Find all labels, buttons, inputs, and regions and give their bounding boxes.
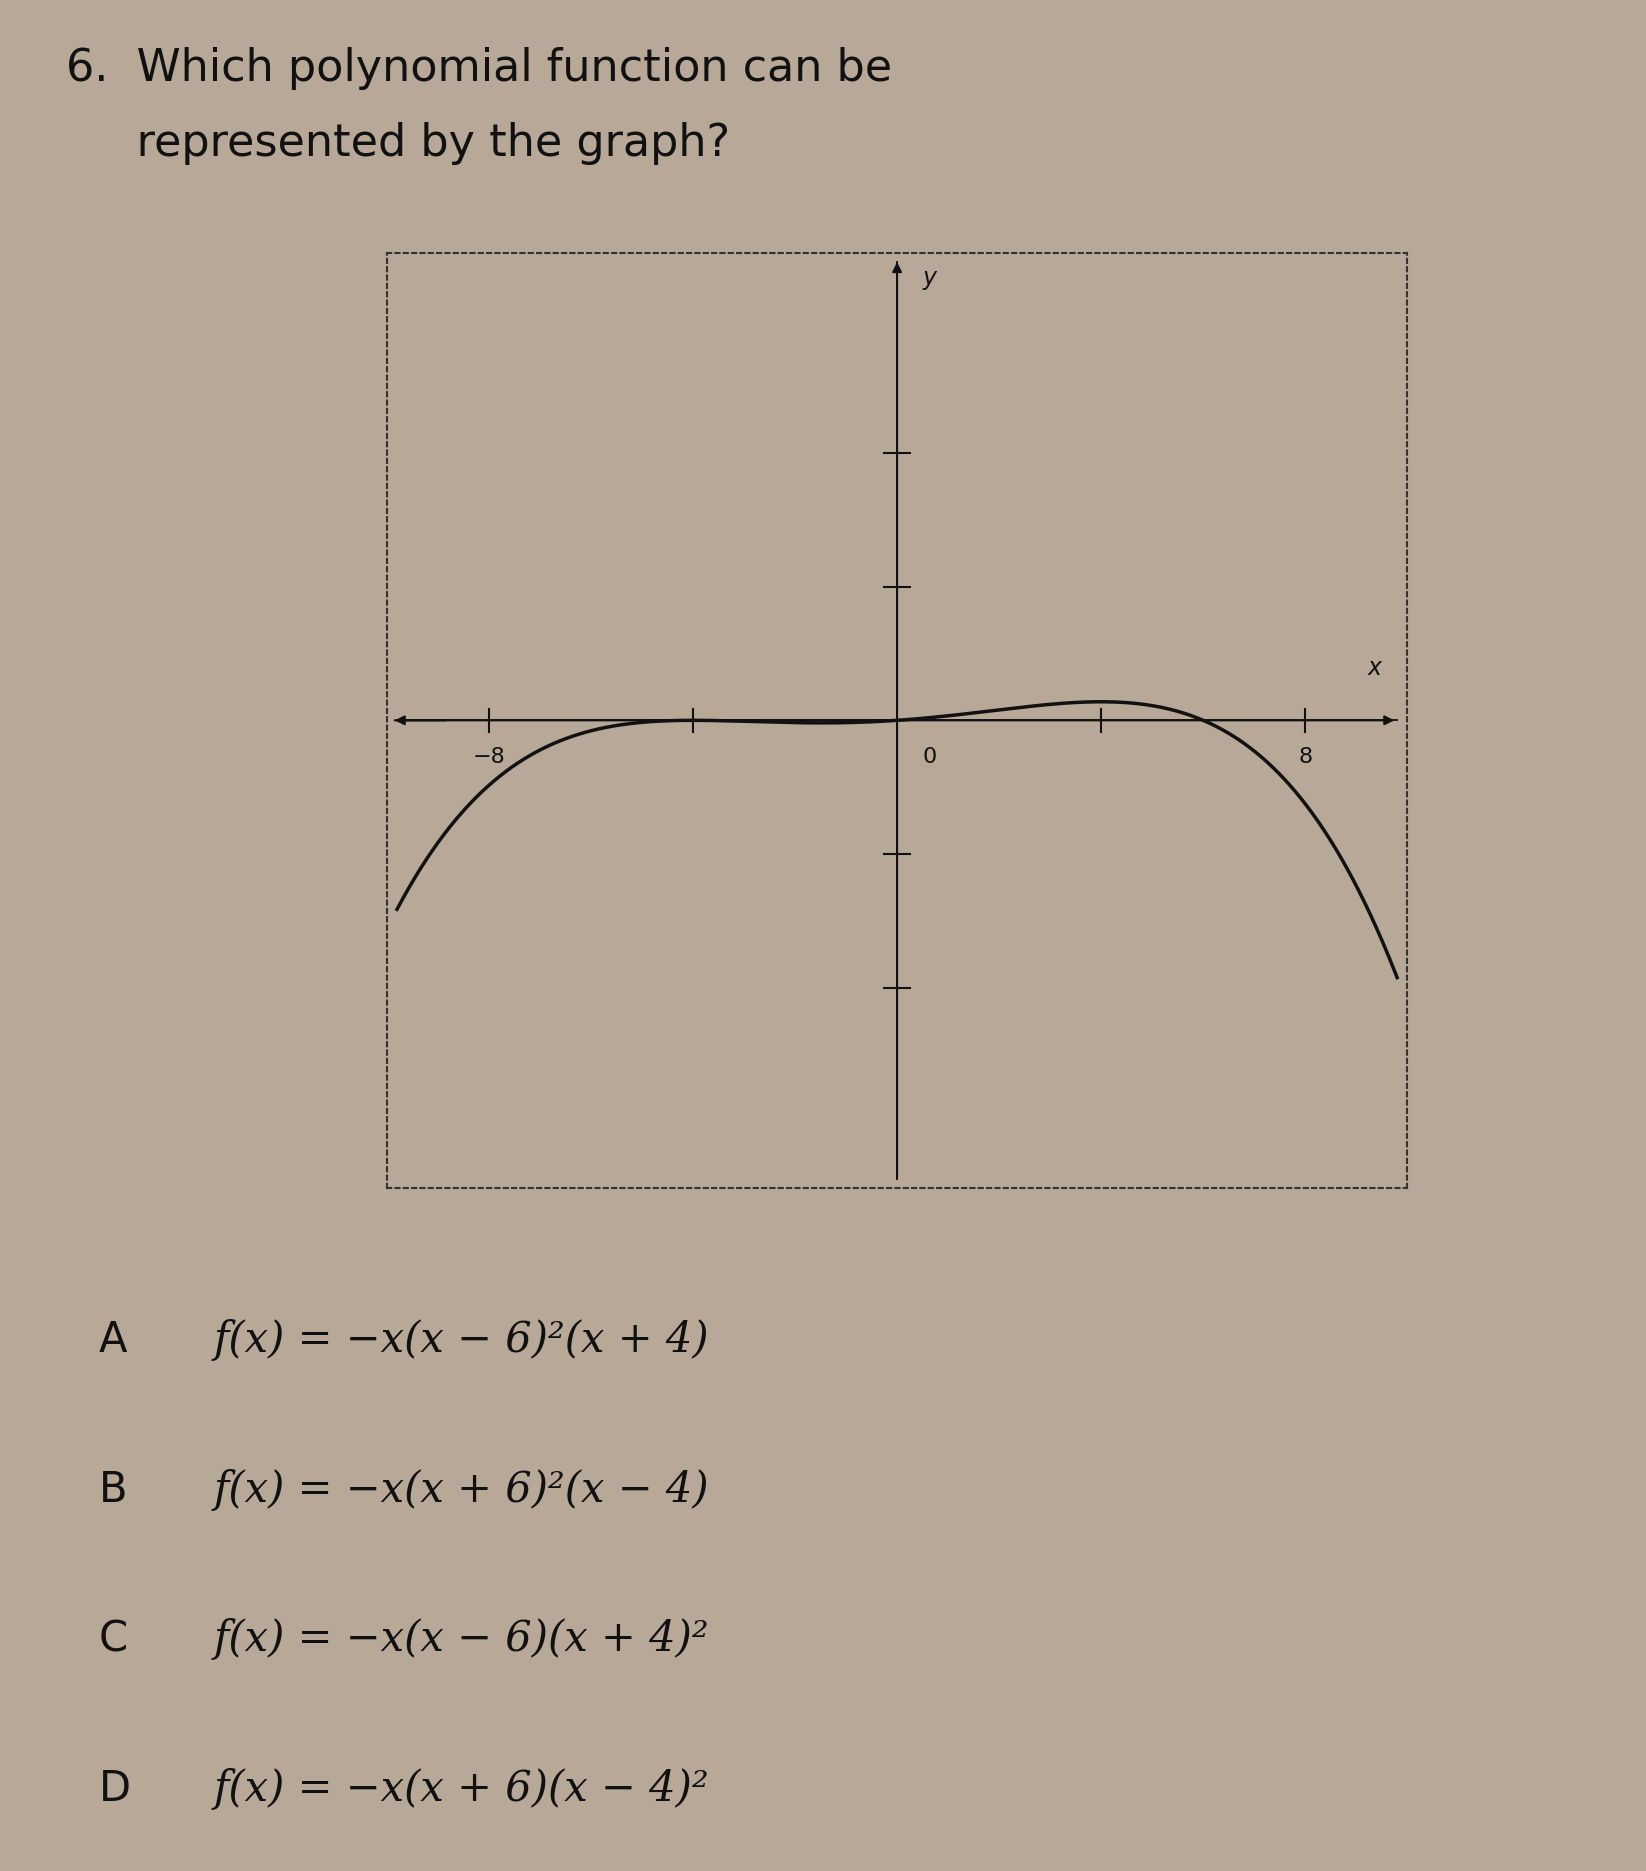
Text: 8: 8 xyxy=(1299,747,1312,767)
Text: x: x xyxy=(1368,657,1381,681)
Text: f(x) = −x(x − 6)²(x + 4): f(x) = −x(x − 6)²(x + 4) xyxy=(214,1319,709,1360)
Text: y: y xyxy=(922,266,937,290)
Text: 0: 0 xyxy=(922,747,937,767)
Text: 6.  Which polynomial function can be: 6. Which polynomial function can be xyxy=(66,47,892,90)
Text: −8: −8 xyxy=(472,747,505,767)
Text: f(x) = −x(x − 6)(x + 4)²: f(x) = −x(x − 6)(x + 4)² xyxy=(214,1618,709,1660)
Text: C: C xyxy=(99,1618,128,1660)
Text: f(x) = −x(x + 6)(x − 4)²: f(x) = −x(x + 6)(x − 4)² xyxy=(214,1768,709,1809)
Text: D: D xyxy=(99,1768,132,1809)
Text: represented by the graph?: represented by the graph? xyxy=(66,122,729,165)
Text: A: A xyxy=(99,1319,127,1360)
Text: B: B xyxy=(99,1469,127,1510)
Text: f(x) = −x(x + 6)²(x − 4): f(x) = −x(x + 6)²(x − 4) xyxy=(214,1469,709,1510)
